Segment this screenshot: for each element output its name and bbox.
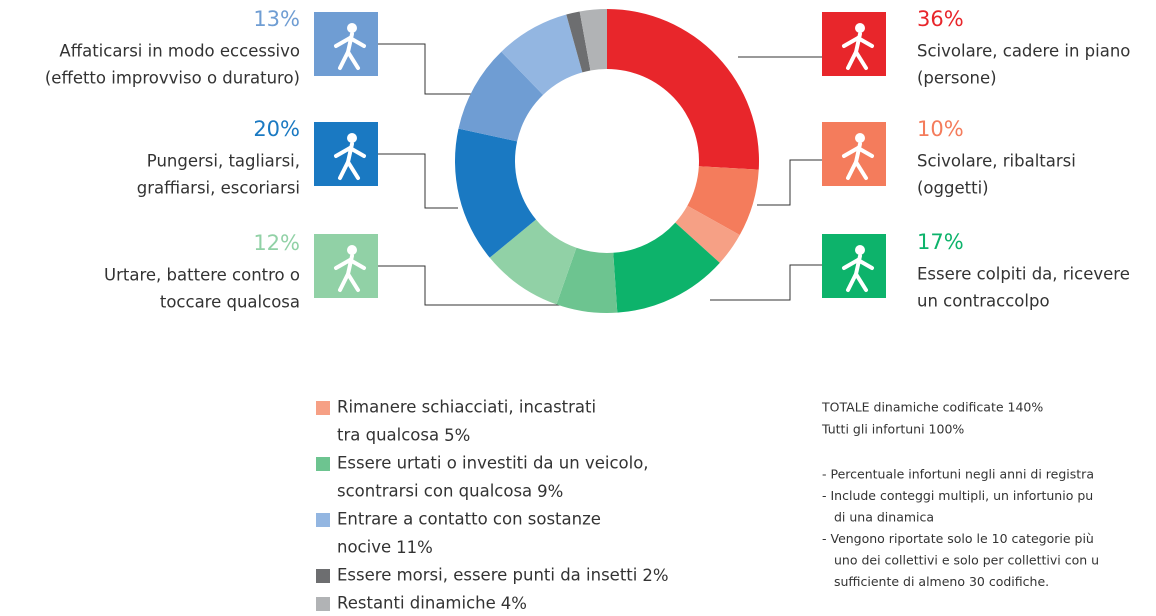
legend-label: Essere morsi, essere punti da insetti 2% — [337, 566, 669, 585]
footnote: uno dei collettivi e solo per collettivi… — [834, 553, 1099, 568]
footnote: sufficiente di almeno 30 codifiche. — [834, 574, 1049, 589]
footnote: di una dinamica — [834, 510, 934, 525]
legend-label: tra qualcosa 5% — [337, 426, 470, 445]
legend-label: Restanti dinamiche 4% — [337, 594, 527, 613]
callout-value: 12% — [253, 231, 300, 255]
icon-box — [314, 122, 378, 186]
note: Tutti gli infortuni 100% — [821, 422, 964, 437]
legend-swatch — [316, 513, 330, 527]
legend-swatch — [316, 401, 330, 415]
footnote: - Percentuale infortuni negli anni di re… — [822, 467, 1094, 482]
legend-value: 2% — [642, 566, 668, 585]
footnote: - Include conteggi multipli, un infortun… — [822, 488, 1093, 503]
icon-figure — [842, 32, 874, 70]
legend-label: Entrare a contatto con sostanze — [337, 510, 601, 529]
legend-value: 11% — [396, 538, 433, 557]
callout-label: (oggetti) — [917, 179, 989, 198]
donut-segment — [613, 222, 720, 313]
callout-label: Essere colpiti da, ricevere — [917, 265, 1130, 284]
callout-value: 17% — [917, 230, 964, 254]
callout-label: (effetto improvviso o duraturo) — [45, 69, 300, 88]
icon-head — [347, 133, 357, 143]
legend-label: scontrarsi con qualcosa 9% — [337, 482, 563, 501]
icon-head — [347, 23, 357, 33]
donut-segment — [455, 128, 537, 258]
icons — [314, 12, 886, 298]
icon-head — [855, 133, 865, 143]
donut-segment — [566, 11, 591, 73]
callout-label: (persone) — [917, 69, 997, 88]
legend-swatch — [316, 597, 330, 611]
donut-segment — [607, 9, 759, 170]
icon-figure — [842, 254, 874, 292]
icon-head — [855, 23, 865, 33]
donut-segment — [501, 14, 583, 95]
legend-label: Essere urtati o investiti da un veicolo, — [337, 454, 649, 473]
donut-segment — [579, 9, 607, 71]
legend-value: 4% — [501, 594, 527, 613]
legend-label: Rimanere schiacciati, incastrati — [337, 398, 596, 417]
donut-segment — [556, 247, 618, 313]
donut-segment — [687, 166, 759, 236]
callout-label: graffiarsi, escoriarsi — [137, 179, 300, 198]
callout-value: 36% — [917, 7, 964, 31]
legend-swatch — [316, 457, 330, 471]
callout-value: 13% — [253, 7, 300, 31]
icon-figure — [842, 142, 874, 180]
callout-label: un contraccolpo — [917, 292, 1050, 311]
note: TOTALE dinamiche codificate 140% — [821, 400, 1043, 415]
legend-swatch — [316, 569, 330, 583]
callout-label: toccare qualcosa — [160, 293, 300, 312]
callout-label: Urtare, battere contro o — [104, 266, 300, 285]
icon-figure — [334, 254, 366, 292]
legend-value: 5% — [444, 426, 470, 445]
icon-figure — [334, 142, 366, 180]
icon-box — [314, 12, 378, 76]
icon-box — [822, 122, 886, 186]
icon-box — [822, 234, 886, 298]
footnote: - Vengono riportate solo le 10 categorie… — [822, 531, 1094, 546]
callout-label: Affaticarsi in modo eccessivo — [59, 42, 300, 61]
legend-value: 9% — [537, 482, 563, 501]
donut-segment — [675, 205, 740, 263]
icon-head — [855, 245, 865, 255]
callout-label: Scivolare, ribaltarsi — [917, 152, 1076, 171]
icon-head — [347, 245, 357, 255]
callout-value: 10% — [917, 117, 964, 141]
callout-value: 20% — [253, 117, 300, 141]
callout-label: Pungersi, tagliarsi, — [147, 152, 300, 171]
callout-label: Scivolare, cadere in piano — [917, 42, 1130, 61]
donut-segment — [458, 51, 544, 142]
icon-figure — [334, 32, 366, 70]
legend-label: nocive 11% — [337, 538, 433, 557]
icon-box — [822, 12, 886, 76]
connectors — [378, 43, 822, 306]
donut-segment — [489, 219, 577, 305]
icon-box — [314, 234, 378, 298]
